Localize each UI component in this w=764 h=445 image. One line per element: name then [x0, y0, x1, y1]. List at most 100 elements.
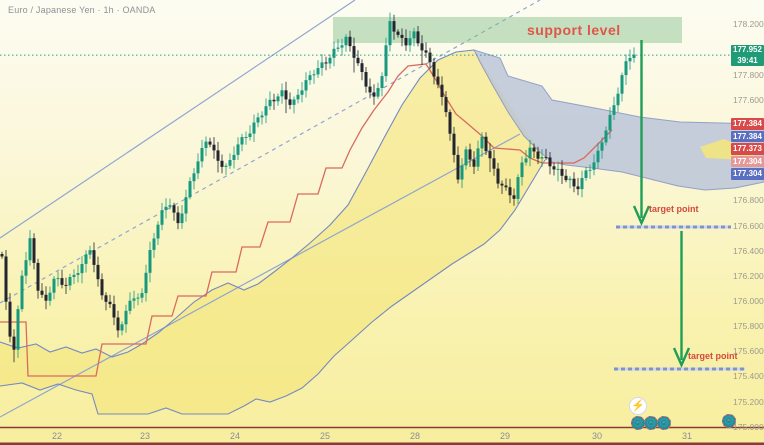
candle-body: [76, 273, 80, 275]
candle-body: [216, 150, 220, 161]
candle-body: [328, 57, 332, 64]
candle-body: [152, 238, 156, 250]
candle-body: [260, 115, 264, 118]
candle-body: [488, 151, 492, 159]
candle-body: [124, 310, 128, 325]
candle-body: [576, 186, 580, 190]
candle-body: [524, 158, 528, 163]
candle-body: [476, 148, 480, 167]
emoji-reaction-icon[interactable]: ☺: [657, 416, 671, 430]
candle-body: [492, 158, 496, 169]
time-axis[interactable]: 22 23 24 25 28 29 30 31: [0, 428, 764, 445]
candle-body: [376, 88, 380, 97]
candle-body: [356, 57, 360, 64]
candle-body: [276, 96, 280, 102]
emoji-reaction-icon[interactable]: ☺: [644, 416, 658, 430]
candle-body: [456, 154, 460, 180]
support-level-zone[interactable]: [333, 17, 682, 43]
candle-body: [520, 162, 524, 178]
candle-body: [384, 45, 388, 77]
trend-channel-lower-line[interactable]: [0, 133, 521, 418]
date-tick-label: 25: [319, 431, 331, 441]
candle-body: [104, 295, 108, 302]
candle-body: [364, 72, 368, 87]
candle-body: [412, 31, 416, 39]
last-price-badge: 177.952 39:41: [731, 45, 764, 66]
candle-body: [508, 187, 512, 196]
countdown-timer: 39:41: [737, 55, 758, 65]
ichimoku-bear-cloud: [473, 49, 764, 191]
candle-body: [116, 317, 120, 331]
price-tick-label: 176.200: [733, 270, 764, 281]
candle-body: [100, 279, 104, 296]
candle-body: [180, 213, 184, 224]
candle-body: [268, 99, 272, 107]
candle-body: [288, 99, 292, 105]
candle-body: [256, 117, 260, 123]
candle-body: [196, 161, 200, 174]
candle-body: [392, 21, 396, 32]
candle-body: [432, 62, 436, 77]
candle-body: [56, 278, 60, 280]
candle-body: [120, 324, 124, 331]
date-tick-label: 22: [51, 431, 63, 441]
candle-body: [624, 61, 628, 76]
candle-body: [464, 149, 468, 166]
candle-body: [600, 142, 604, 151]
candle-body: [424, 50, 428, 53]
emoji-reaction-icon[interactable]: ☺: [631, 416, 645, 430]
candle-body: [532, 147, 536, 152]
candle-body: [608, 114, 612, 131]
candle-body: [348, 36, 352, 47]
candle-body: [184, 197, 188, 214]
kijun-line: [0, 63, 613, 377]
candles-group: [0, 12, 636, 363]
candle-body: [300, 90, 304, 95]
support-level-label[interactable]: support level: [527, 22, 621, 38]
candle-body: [176, 212, 180, 224]
indicator-badge: 177.304: [731, 168, 764, 180]
candle-body: [568, 178, 572, 181]
candle-body: [240, 137, 244, 145]
symbol-title[interactable]: Euro / Japanese Yen · 1h · OANDA: [8, 5, 156, 15]
candle-body: [44, 294, 48, 301]
candle-body: [140, 293, 144, 298]
candle-body: [16, 309, 20, 350]
lightning-icon[interactable]: ⚡: [629, 397, 647, 415]
price-tick-label: 178.200: [733, 19, 764, 30]
candle-body: [332, 48, 336, 58]
candle-body: [32, 238, 36, 263]
candle-body: [448, 112, 452, 134]
candle-body: [352, 46, 356, 58]
candle-body: [20, 275, 24, 310]
candle-body: [512, 195, 516, 199]
candle-body: [324, 62, 328, 64]
price-tick-label: 176.400: [733, 245, 764, 256]
cloud-notch: [700, 139, 758, 160]
candle-body: [148, 250, 152, 273]
date-tick-label: 29: [499, 431, 511, 441]
price-tick-label: 177.800: [733, 69, 764, 80]
target-point-label-1[interactable]: target point: [649, 204, 699, 214]
candle-body: [528, 147, 532, 159]
price-tick-label: 176.600: [733, 220, 764, 231]
date-tick-label: 31: [681, 431, 693, 441]
price-tick-label: 177.600: [733, 94, 764, 105]
bottom-border: [0, 442, 764, 445]
candle-body: [544, 157, 548, 159]
emoji-reaction-icon[interactable]: ☺: [722, 414, 736, 428]
target-point-label-2[interactable]: target point: [688, 351, 738, 361]
trend-channel-upper-line[interactable]: [0, 0, 356, 239]
price-tick-label: 176.000: [733, 295, 764, 306]
candle-body: [340, 45, 344, 48]
candle-body: [564, 175, 568, 181]
indicator-badge: 177.373: [731, 143, 764, 155]
candle-body: [156, 224, 160, 239]
candle-body: [96, 264, 100, 280]
candle-body: [0, 254, 4, 257]
candle-body: [380, 76, 384, 88]
candle-body: [452, 133, 456, 155]
candle-body: [472, 159, 476, 167]
price-axis[interactable]: 178.200178.000177.800177.600177.400177.2…: [731, 0, 764, 432]
